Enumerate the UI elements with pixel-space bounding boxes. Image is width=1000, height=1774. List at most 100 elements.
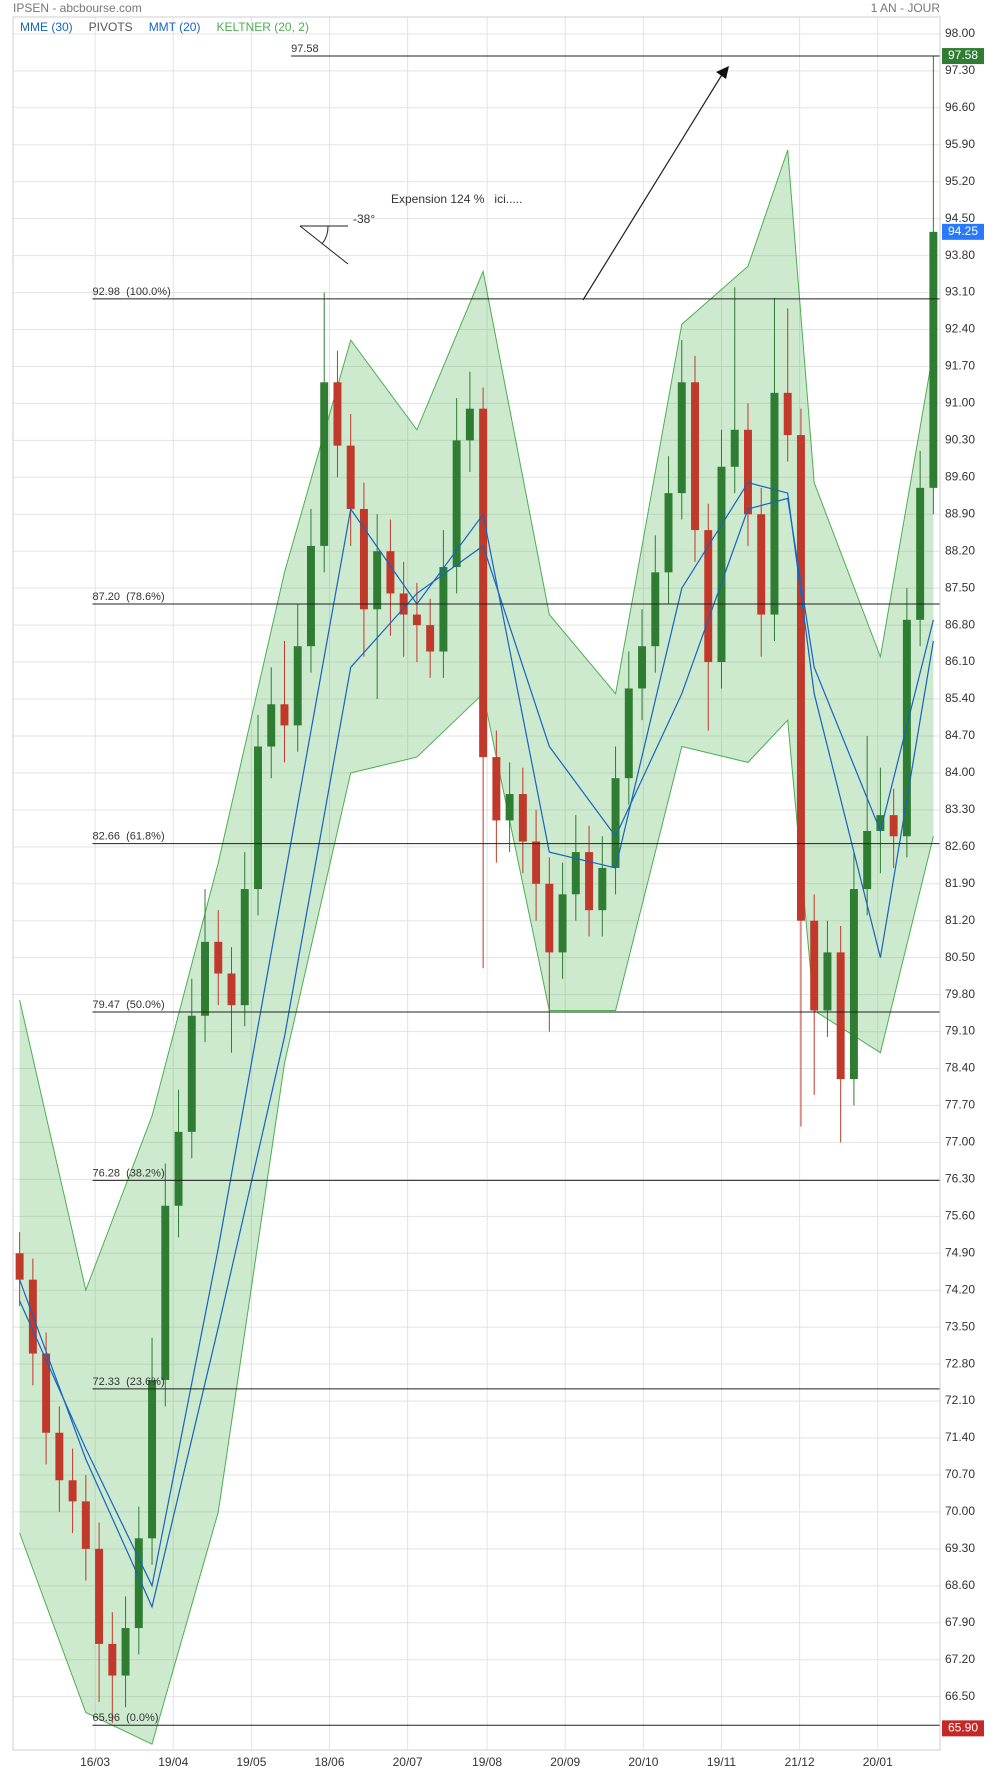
x-tick-label: 21/12	[785, 1755, 815, 1769]
y-tick-label: 89.60	[945, 469, 975, 483]
y-tick-label: 67.20	[945, 1652, 975, 1666]
y-tick-label: 91.70	[945, 359, 975, 373]
candle-body	[545, 883, 554, 953]
candle-body	[624, 688, 633, 779]
level-label: 72.33 (23.6%)	[92, 1376, 164, 1388]
level-label: 87.20 (78.6%)	[92, 591, 164, 603]
x-tick-label: 20/01	[863, 1755, 893, 1769]
arrow-line	[582, 72, 724, 301]
candle-body	[359, 508, 368, 610]
candle-body	[386, 551, 395, 594]
y-tick-label: 74.20	[945, 1282, 975, 1296]
candle-body	[227, 973, 236, 1006]
candle-body	[571, 852, 580, 895]
y-tick-label: 72.80	[945, 1356, 975, 1370]
candle-body	[108, 1643, 117, 1676]
candle-body	[598, 867, 607, 911]
candle-body	[148, 1379, 157, 1539]
ma-line	[19, 481, 934, 1588]
candle-body	[439, 567, 448, 652]
band-upper	[19, 149, 934, 1292]
legend: MME (30) PIVOTS MMT (20) KELTNER (20, 2)	[20, 20, 309, 34]
candle-body	[558, 894, 567, 953]
candle-body	[95, 1548, 104, 1644]
candle-body	[346, 445, 355, 509]
candle-body	[306, 545, 315, 647]
y-tick-label: 73.50	[945, 1319, 975, 1333]
level-label: 82.66 (61.8%)	[92, 831, 164, 843]
level-label: 65.96 (0.0%)	[92, 1712, 158, 1724]
candle-body	[889, 815, 898, 837]
y-tick-label: 84.00	[945, 765, 975, 779]
chart-title: IPSEN - abcbourse.com	[13, 1, 142, 15]
candle-body	[267, 704, 276, 747]
y-tick-label: 96.60	[945, 100, 975, 114]
y-tick-label: 93.10	[945, 285, 975, 299]
y-tick-label: 87.50	[945, 580, 975, 594]
candle-body	[81, 1501, 90, 1549]
candle-body	[161, 1205, 170, 1380]
plot-frame	[12, 16, 941, 1751]
legend-entry: KELTNER (20, 2)	[216, 20, 308, 34]
candle-body	[863, 830, 872, 890]
y-tick-label: 90.30	[945, 433, 975, 447]
candle-body	[121, 1628, 130, 1676]
candle-body	[465, 408, 474, 441]
y-tick-label: 79.10	[945, 1024, 975, 1038]
candle-body	[585, 852, 594, 911]
candle-body	[68, 1480, 77, 1502]
candle-body	[770, 392, 779, 615]
y-tick-label: 91.00	[945, 396, 975, 410]
y-tick-label: 66.50	[945, 1689, 975, 1703]
price-badge	[942, 223, 984, 240]
level-label: 79.47 (50.0%)	[92, 999, 164, 1011]
y-tick-label: 84.70	[945, 728, 975, 742]
candle-body	[611, 778, 620, 868]
candles	[15, 56, 938, 1724]
candle-body	[333, 382, 342, 446]
x-tick-label: 19/08	[472, 1755, 502, 1769]
arrow-head	[716, 66, 729, 79]
candle-body	[479, 408, 488, 758]
y-tick-label: 81.90	[945, 876, 975, 890]
level-label: 92.98 (100.0%)	[92, 286, 170, 298]
candle-body	[810, 920, 819, 1011]
y-tick-label: 94.50	[945, 211, 975, 225]
y-tick-label: 72.10	[945, 1393, 975, 1407]
y-tick-label: 78.40	[945, 1061, 975, 1075]
price-badge	[942, 1720, 984, 1737]
angle-line	[299, 225, 349, 265]
y-tick-label: 93.80	[945, 248, 975, 262]
levels: 97.58 92.98 (100.0%) 87.20 (78.6%) 82.66 (6…	[92, 43, 940, 1726]
y-tick-label: 83.30	[945, 802, 975, 816]
level-label: 76.28 (38.2%)	[92, 1167, 164, 1179]
candle-body	[452, 440, 461, 568]
candle-body	[532, 841, 541, 884]
candle-body	[704, 530, 713, 663]
y-tick-label: 88.90	[945, 506, 975, 520]
angle-drawing	[299, 225, 349, 265]
candle-body	[836, 952, 845, 1080]
x-tick-label: 19/04	[158, 1755, 188, 1769]
y-tick-label: 98.00	[945, 26, 975, 40]
candle-body	[916, 487, 925, 620]
y-tick-label: 95.90	[945, 137, 975, 151]
candle-body	[757, 514, 766, 615]
angle-arc	[321, 225, 329, 245]
candle-body	[134, 1538, 143, 1629]
y-tick-label: 70.00	[945, 1504, 975, 1518]
candle-body	[254, 746, 262, 890]
candle-body	[174, 1131, 183, 1206]
candle-body	[929, 231, 938, 488]
candle-body	[240, 889, 249, 1006]
lines	[19, 481, 934, 1609]
y-tick-label: 80.50	[945, 950, 975, 964]
x-tick-label: 20/07	[393, 1755, 423, 1769]
x-tick-label: 18/06	[314, 1755, 344, 1769]
x-tick-label: 20/10	[628, 1755, 658, 1769]
candle-body	[505, 794, 514, 821]
y-tick-label: 82.60	[945, 839, 975, 853]
y-tick-label: 77.00	[945, 1135, 975, 1149]
